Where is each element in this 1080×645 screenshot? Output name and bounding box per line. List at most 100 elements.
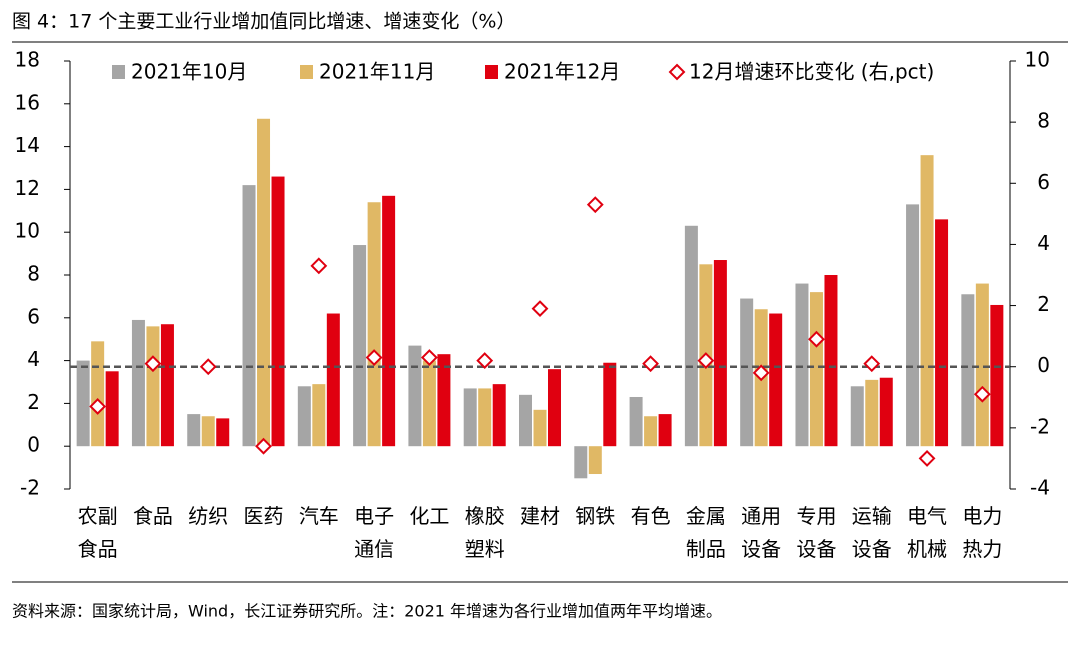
y-tick-label: 6 xyxy=(27,304,40,328)
bar xyxy=(408,345,422,447)
bar xyxy=(935,219,949,447)
bar xyxy=(548,369,561,447)
legend-label: 2021年10月 xyxy=(131,60,247,84)
bar xyxy=(658,414,672,447)
bar xyxy=(795,283,809,447)
legend-label: 2021年11月 xyxy=(319,60,435,84)
legend-marker xyxy=(300,65,313,79)
x-tick-label: 电子通信 xyxy=(354,504,394,561)
bar xyxy=(713,260,727,447)
x-tick-label: 建材 xyxy=(520,504,560,528)
bar xyxy=(437,354,451,447)
bar xyxy=(367,202,381,447)
bar xyxy=(297,386,311,447)
bar xyxy=(105,371,119,447)
x-tick-label: 运输设备 xyxy=(852,504,892,561)
diamond xyxy=(531,300,549,318)
bar xyxy=(684,225,698,447)
y-tick-label: 14 xyxy=(15,133,40,157)
bar xyxy=(644,416,658,447)
bar xyxy=(201,416,215,447)
bar xyxy=(975,283,989,447)
legend-label: 2021年12月 xyxy=(504,60,620,84)
bar xyxy=(271,176,285,447)
y-tick-label: 0 xyxy=(27,433,40,457)
bar xyxy=(463,388,477,447)
y-tick-label: 18 xyxy=(15,48,40,72)
bar xyxy=(146,326,160,447)
bar xyxy=(353,245,367,447)
bar xyxy=(533,409,547,447)
bar xyxy=(850,386,864,447)
diamond xyxy=(586,196,604,214)
y-tick-label: 12 xyxy=(15,176,40,200)
bar xyxy=(769,313,783,447)
bar xyxy=(478,388,492,447)
x-tick-label: 电力热力 xyxy=(962,504,1002,561)
diamond xyxy=(973,385,991,403)
source: 资料来源：国家统计局，Wind，长江证券研究所。注：2021 年增速为各行业增加… xyxy=(12,602,722,621)
y-tick-label: 8 xyxy=(27,262,40,286)
bar xyxy=(574,446,588,479)
bar xyxy=(519,394,532,447)
bar xyxy=(588,446,602,475)
x-tick-label: 医药 xyxy=(244,504,284,528)
x-tick-label: 橡胶塑料 xyxy=(465,504,505,561)
bar xyxy=(91,341,105,447)
bar xyxy=(879,377,893,447)
diamond xyxy=(476,352,494,370)
y2-tick-label: -4 xyxy=(1030,476,1050,500)
y-tick-label: 4 xyxy=(27,347,40,371)
bar xyxy=(492,384,506,447)
x-tick-label: 食品 xyxy=(133,504,173,528)
bar xyxy=(603,362,617,447)
diamond xyxy=(420,349,438,366)
bar xyxy=(629,396,643,447)
bar xyxy=(920,155,934,447)
bar xyxy=(257,118,271,447)
diamond xyxy=(89,398,107,415)
diamond xyxy=(697,352,715,370)
y2-tick-label: 6 xyxy=(1037,170,1050,194)
bar xyxy=(382,195,396,447)
bar xyxy=(961,294,975,447)
x-tick-label: 钢铁 xyxy=(575,504,615,528)
y-tick-label: 16 xyxy=(15,90,40,114)
bar xyxy=(422,360,436,447)
bar xyxy=(326,313,340,447)
y2-tick-label: 0 xyxy=(1037,353,1050,377)
bar xyxy=(160,324,174,447)
diamond xyxy=(255,437,272,455)
bar xyxy=(187,414,201,447)
y2-tick-label: 2 xyxy=(1037,292,1050,316)
diamond xyxy=(642,355,660,373)
bar xyxy=(824,275,838,447)
y2-tick-label: 8 xyxy=(1037,109,1050,133)
bar xyxy=(216,418,230,447)
diamond xyxy=(365,349,383,366)
diamond xyxy=(144,355,162,373)
diamond xyxy=(863,355,881,373)
diamond xyxy=(310,257,328,275)
legend-marker xyxy=(485,65,498,79)
x-tick-label: 通用设备 xyxy=(741,504,781,561)
legend-marker xyxy=(668,63,686,81)
y-tick-label: 10 xyxy=(15,219,40,243)
x-tick-label: 汽车 xyxy=(299,504,339,528)
bar xyxy=(990,304,1004,447)
x-tick-label: 电气机械 xyxy=(907,504,947,561)
bar xyxy=(906,204,920,447)
x-tick-label: 化工 xyxy=(409,504,449,528)
bar xyxy=(809,292,823,447)
bar xyxy=(242,185,256,447)
y-tick-label: -2 xyxy=(20,476,40,500)
diamond xyxy=(808,330,825,348)
diamond xyxy=(752,364,770,382)
x-tick-label: 有色 xyxy=(631,504,671,528)
y2-tick-label: 4 xyxy=(1037,231,1050,255)
x-tick-label: 专用设备 xyxy=(796,504,836,561)
x-tick-label: 农副食品 xyxy=(78,504,118,561)
diamond xyxy=(918,450,936,467)
y2-tick-label: 10 xyxy=(1025,48,1050,72)
